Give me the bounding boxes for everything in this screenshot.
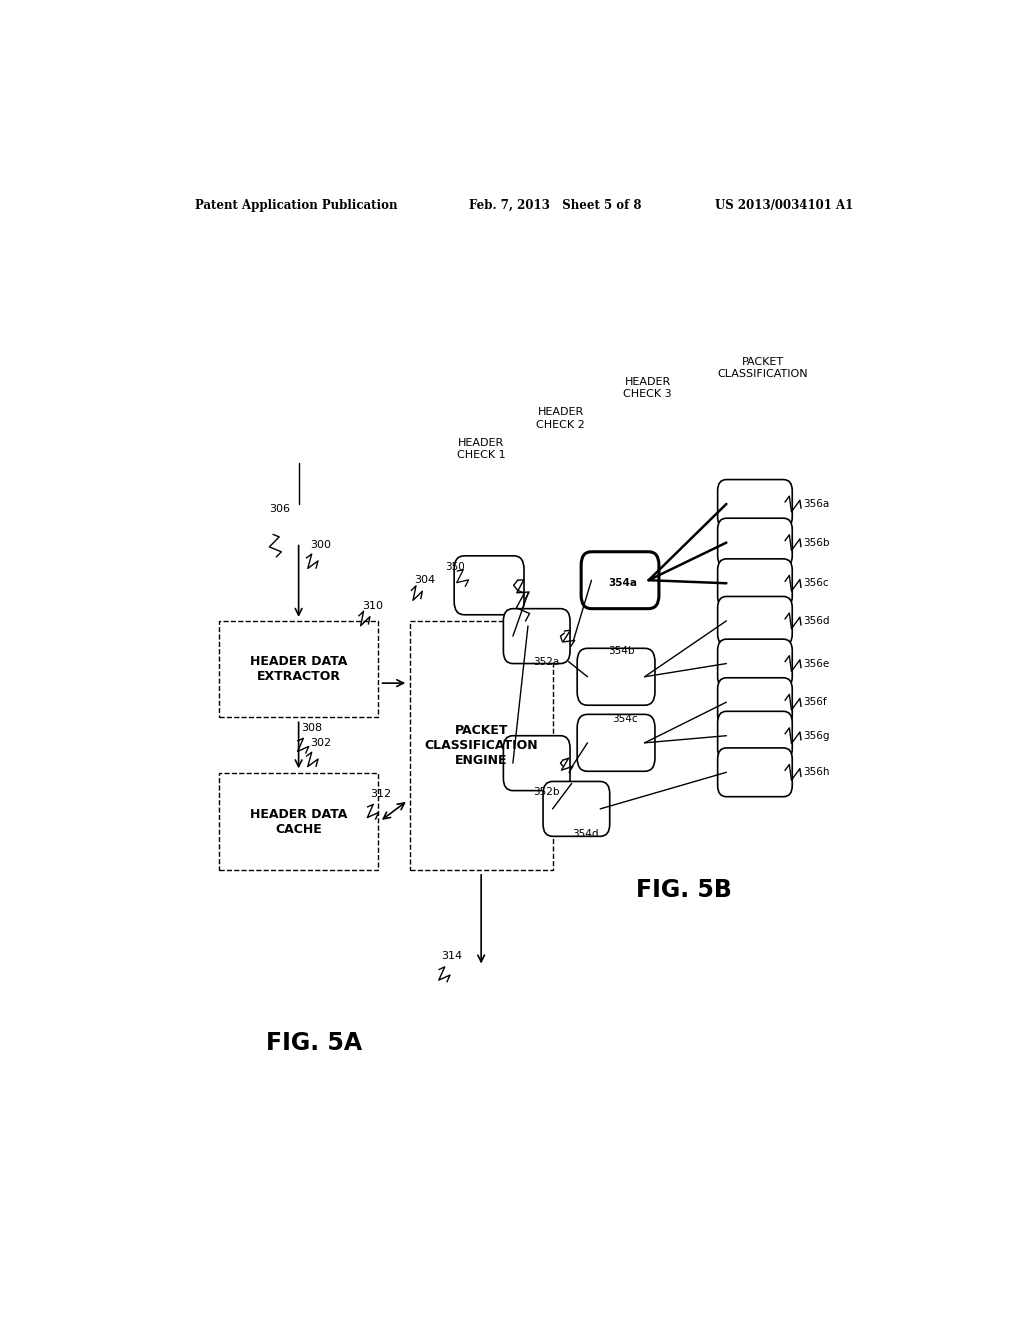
Text: 356a: 356a — [804, 499, 829, 510]
Text: 356f: 356f — [804, 697, 827, 708]
Bar — [219, 774, 378, 870]
Text: 310: 310 — [362, 601, 383, 611]
Text: 300: 300 — [310, 540, 332, 549]
Text: 356b: 356b — [804, 537, 829, 548]
Text: 352a: 352a — [532, 656, 559, 667]
FancyBboxPatch shape — [504, 735, 570, 791]
Text: 308: 308 — [301, 722, 323, 733]
Text: PACKET
CLASSIFICATION: PACKET CLASSIFICATION — [718, 356, 808, 379]
Text: 350: 350 — [445, 562, 465, 572]
FancyBboxPatch shape — [718, 597, 793, 645]
Text: FIG. 5B: FIG. 5B — [636, 878, 731, 902]
FancyBboxPatch shape — [718, 519, 793, 568]
Text: 356g: 356g — [804, 731, 829, 741]
Text: HEADER
CHECK 3: HEADER CHECK 3 — [624, 378, 672, 400]
Text: 304: 304 — [414, 576, 435, 585]
FancyBboxPatch shape — [718, 479, 793, 528]
Text: 314: 314 — [441, 952, 463, 961]
Text: 354a: 354a — [608, 578, 637, 589]
FancyBboxPatch shape — [718, 711, 793, 760]
FancyBboxPatch shape — [718, 748, 793, 797]
FancyBboxPatch shape — [543, 781, 609, 837]
Bar — [410, 620, 553, 870]
Text: 356h: 356h — [804, 767, 829, 777]
Bar — [219, 620, 378, 718]
FancyBboxPatch shape — [718, 639, 793, 688]
Text: US 2013/0034101 A1: US 2013/0034101 A1 — [715, 198, 854, 211]
FancyBboxPatch shape — [582, 552, 658, 609]
Text: HEADER DATA
EXTRACTOR: HEADER DATA EXTRACTOR — [250, 655, 347, 684]
FancyBboxPatch shape — [718, 677, 793, 726]
Text: 354d: 354d — [572, 829, 599, 840]
Text: 356d: 356d — [804, 616, 829, 626]
FancyBboxPatch shape — [504, 609, 570, 664]
Text: 356e: 356e — [804, 659, 829, 668]
Text: HEADER
CHECK 2: HEADER CHECK 2 — [537, 408, 585, 430]
Text: 354b: 354b — [608, 647, 635, 656]
Text: HEADER
CHECK 1: HEADER CHECK 1 — [457, 438, 506, 461]
Text: 306: 306 — [269, 504, 290, 513]
Text: 302: 302 — [310, 738, 332, 748]
FancyBboxPatch shape — [578, 714, 655, 771]
Text: 352b: 352b — [532, 787, 559, 796]
Text: 356c: 356c — [804, 578, 829, 589]
Text: PACKET
CLASSIFICATION
ENGINE: PACKET CLASSIFICATION ENGINE — [424, 723, 538, 767]
Text: 312: 312 — [370, 788, 391, 799]
Text: 354c: 354c — [612, 714, 638, 725]
FancyBboxPatch shape — [578, 648, 655, 705]
Text: HEADER DATA
CACHE: HEADER DATA CACHE — [250, 808, 347, 836]
FancyBboxPatch shape — [455, 556, 524, 615]
Text: Patent Application Publication: Patent Application Publication — [196, 198, 398, 211]
Text: FIG. 5A: FIG. 5A — [266, 1031, 362, 1055]
FancyBboxPatch shape — [718, 558, 793, 607]
Text: Feb. 7, 2013   Sheet 5 of 8: Feb. 7, 2013 Sheet 5 of 8 — [469, 198, 642, 211]
